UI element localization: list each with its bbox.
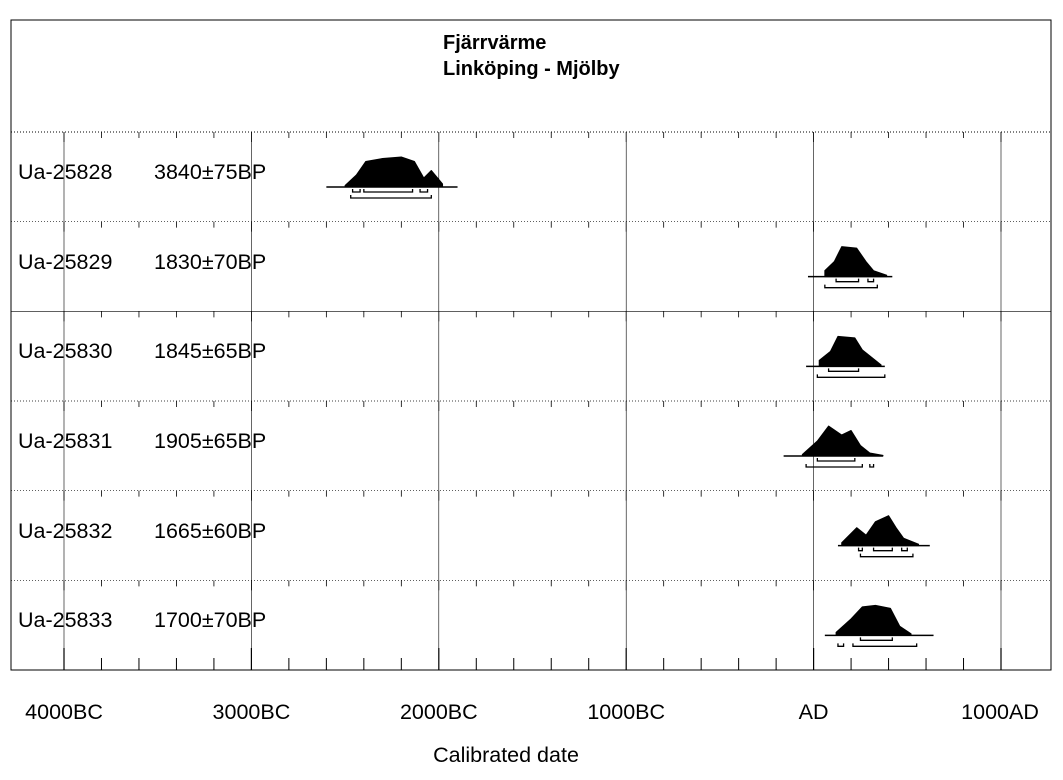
x-axis-label: Calibrated date xyxy=(433,743,579,767)
probability-distribution xyxy=(344,156,444,188)
sample-label: Ua-25832 1665±60BP xyxy=(18,519,266,544)
sample-lab-code: Ua-25828 xyxy=(18,160,113,184)
sample-label: Ua-25833 1700±70BP xyxy=(18,608,266,633)
sigma1-range xyxy=(827,368,860,372)
sample-lab-code: Ua-25831 xyxy=(18,429,113,453)
sample-lab-code: Ua-25832 xyxy=(18,518,113,543)
sigma2-range xyxy=(824,284,878,289)
sigma1-range xyxy=(857,547,863,552)
sample-lab-code: Ua-25829 xyxy=(18,249,113,274)
sigma2-range xyxy=(350,195,432,199)
x-tick-label: AD xyxy=(798,700,829,724)
sample-bp-date: 1905±65BP xyxy=(154,429,267,453)
probability-distribution xyxy=(835,604,912,636)
sample-label: Ua-25828 3840±75BP xyxy=(18,160,266,185)
sigma1-range xyxy=(419,189,429,193)
sample-lab-code: Ua-25830 xyxy=(18,339,113,364)
sigma1-range xyxy=(351,189,361,193)
sigma1-range xyxy=(363,189,414,193)
sample-label: Ua-25830 1845±65BP xyxy=(18,339,266,364)
sigma2-range xyxy=(859,553,914,558)
sigma1-range xyxy=(835,278,860,283)
plot-area xyxy=(10,19,1052,671)
sample-label: Ua-25829 1830±70BP xyxy=(18,250,266,275)
sigma1-range xyxy=(901,547,908,552)
sigma1-range xyxy=(872,547,893,552)
sigma2-range xyxy=(837,643,845,647)
sigma2-range xyxy=(869,464,875,468)
x-tick-label: 3000BC xyxy=(212,700,291,724)
sigma1-range xyxy=(867,278,875,283)
sample-bp-date: 1830±70BP xyxy=(154,249,267,274)
chart-title: Fjärrvärme xyxy=(443,32,547,54)
sigma2-range xyxy=(852,643,918,647)
sample-bp-date: 1700±70BP xyxy=(154,608,267,633)
plot-frame xyxy=(10,19,1052,671)
chart-subtitle: Linköping - Mjölby xyxy=(443,58,620,80)
sigma2-range xyxy=(805,464,863,468)
x-tick-label: 4000BC xyxy=(25,700,103,724)
probability-distribution xyxy=(824,246,888,278)
x-tick-label: 1000AD xyxy=(961,700,1039,724)
x-tick-label: 1000BC xyxy=(587,700,666,724)
sample-bp-date: 3840±75BP xyxy=(154,160,267,184)
sigma1-range xyxy=(816,458,856,462)
sample-bp-date: 1845±65BP xyxy=(154,339,267,364)
probability-distribution xyxy=(801,425,884,457)
sigma1-range xyxy=(859,637,893,641)
sample-label: Ua-25831 1905±65BP xyxy=(18,429,266,454)
sigma2-range xyxy=(816,374,886,378)
probability-distribution xyxy=(818,335,882,367)
sample-lab-code: Ua-25833 xyxy=(18,608,113,633)
x-tick-label: 2000BC xyxy=(399,700,478,724)
sample-bp-date: 1665±60BP xyxy=(154,518,267,543)
probability-distribution xyxy=(841,515,920,547)
